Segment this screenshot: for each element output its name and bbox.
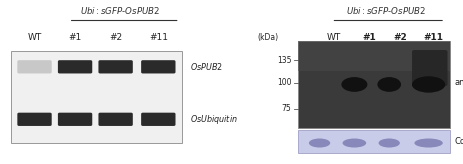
Text: 100: 100 (276, 78, 291, 87)
FancyBboxPatch shape (141, 60, 175, 73)
Text: $\it{Ubi:sGFP\text{-}OsPUB2}$: $\it{Ubi:sGFP\text{-}OsPUB2}$ (80, 5, 160, 16)
FancyBboxPatch shape (17, 113, 51, 126)
Text: $\it{OsPUB2}$: $\it{OsPUB2}$ (190, 61, 223, 72)
FancyBboxPatch shape (58, 113, 92, 126)
FancyBboxPatch shape (411, 50, 447, 86)
Text: $\it{Ubi:sGFP\text{-}OsPUB2}$: $\it{Ubi:sGFP\text{-}OsPUB2}$ (345, 5, 425, 16)
Text: #11: #11 (422, 33, 442, 42)
Ellipse shape (378, 138, 399, 148)
FancyBboxPatch shape (98, 60, 132, 73)
FancyBboxPatch shape (141, 113, 175, 126)
Text: #11: #11 (149, 33, 168, 42)
Ellipse shape (413, 138, 442, 148)
Bar (298, 41, 449, 128)
Ellipse shape (376, 77, 400, 92)
Ellipse shape (411, 77, 444, 92)
Ellipse shape (308, 138, 330, 148)
Ellipse shape (341, 77, 367, 92)
Ellipse shape (342, 138, 365, 148)
FancyBboxPatch shape (98, 113, 132, 126)
Bar (298, 41, 449, 72)
Text: #1: #1 (69, 33, 81, 42)
Text: anti-GFP: anti-GFP (454, 78, 463, 87)
Text: WT: WT (27, 33, 42, 42)
FancyBboxPatch shape (17, 60, 51, 73)
Bar (11, 51, 181, 143)
Text: #2: #2 (109, 33, 122, 42)
Ellipse shape (411, 76, 444, 93)
Text: #2: #2 (392, 33, 406, 42)
Text: WT: WT (326, 33, 340, 42)
Text: #1: #1 (362, 33, 375, 42)
Text: Coomassie: Coomassie (454, 137, 463, 146)
Text: 135: 135 (276, 56, 291, 65)
Text: (kDa): (kDa) (257, 33, 277, 42)
Text: 75: 75 (281, 104, 291, 113)
Text: $\it{OsUbiquitin}$: $\it{OsUbiquitin}$ (190, 113, 238, 126)
Bar (298, 130, 449, 153)
FancyBboxPatch shape (58, 60, 92, 73)
